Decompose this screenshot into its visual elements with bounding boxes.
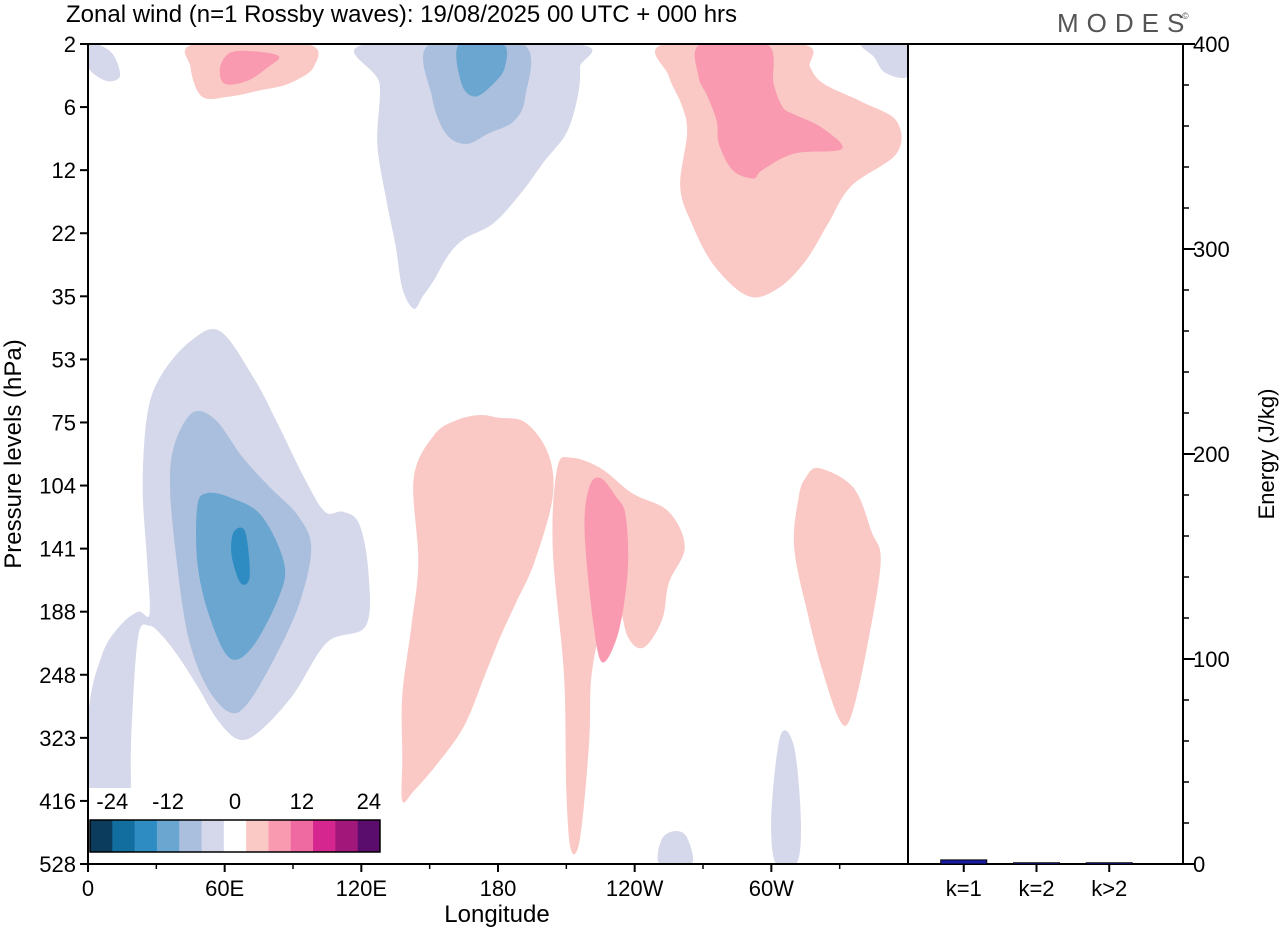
- longitude-tick-label: 120E: [336, 876, 387, 901]
- colorbar-swatch: [156, 820, 180, 852]
- longitude-tick-label: 180: [480, 876, 517, 901]
- pressure-tick-label: 75: [52, 410, 76, 435]
- energy-axis: 0 100 200 300 400: [1183, 32, 1230, 877]
- energy-axis-label: Energy (J/kg): [1254, 389, 1279, 520]
- pressure-tick-label: 188: [39, 600, 76, 625]
- pressure-tick-label: 416: [39, 789, 76, 814]
- contour-neg-east-small: [771, 730, 801, 864]
- y-axis-label: Pressure levels (hPa): [0, 339, 27, 568]
- brand-logo: MODES: [1057, 8, 1192, 38]
- contour-pos-mid-core: [584, 477, 629, 663]
- colorbar-label: -12: [152, 789, 184, 814]
- colorbar-swatch: [335, 820, 359, 852]
- pressure-tick-label: 104: [39, 474, 76, 499]
- contour-pos-east-strat-mid: [694, 44, 843, 179]
- chart-title: Zonal wind (n=1 Rossby waves): 19/08/202…: [66, 1, 737, 28]
- pressure-tick-label: 141: [39, 537, 76, 562]
- pressure-tick-label: 2: [64, 32, 76, 57]
- energy-tick-label: 300: [1193, 237, 1230, 262]
- energy-tick-label: 100: [1193, 647, 1230, 672]
- contour-pos-east-light: [793, 467, 881, 726]
- energy-tick-label: 200: [1193, 442, 1230, 467]
- colorbar-swatch: [134, 820, 158, 852]
- pressure-tick-label: 22: [52, 221, 76, 246]
- contour-pos-mid-light-1: [401, 414, 554, 803]
- contour-pos-mid-light-2: [552, 456, 685, 855]
- contour-neg-lower-core: [231, 527, 250, 585]
- longitude-tick-label: 120W: [606, 876, 664, 901]
- pressure-tick-label: 323: [39, 726, 76, 751]
- energy-bars: k=1 k=2 k>2: [940, 859, 1133, 901]
- colorbar-swatch: [246, 820, 269, 852]
- pressure-tick-label: 12: [52, 158, 76, 183]
- colorbar-swatch: [313, 820, 336, 852]
- contour-neg-edge-right-top: [861, 44, 908, 79]
- energy-category-label: k>2: [1091, 876, 1127, 901]
- colorbar-label: -24: [96, 789, 128, 814]
- contour-layer: [88, 44, 908, 864]
- colorbar-label: 24: [357, 789, 381, 814]
- energy-panel-frame: [907, 43, 1184, 865]
- pressure-tick-label: 35: [52, 284, 76, 309]
- colorbar-swatch: [290, 820, 314, 852]
- colorbar-label: 0: [229, 789, 241, 814]
- pressure-axis: 2 6 12 22 35 53 75 104 141 188 248 323 416 528: [39, 32, 88, 877]
- energy-tick-label: 0: [1193, 852, 1205, 877]
- contour-pos-top-left-mid: [219, 50, 280, 85]
- energy-category-label: k=2: [1018, 876, 1054, 901]
- colorbar-swatch: [223, 820, 247, 852]
- contour-neg-upper-strat-core: [456, 44, 508, 97]
- colorbar-swatch: [357, 820, 381, 852]
- colorbar-swatch: [268, 820, 292, 852]
- longitude-tick-label: 60E: [205, 876, 244, 901]
- contour-neg-edge-left-top: [88, 44, 121, 82]
- brand-copyright-mark: ©: [1182, 11, 1189, 21]
- contour-neg-bottom-small: [657, 830, 694, 864]
- contour-pos-east-strat-light: [655, 44, 902, 298]
- pressure-tick-label: 53: [52, 347, 76, 372]
- energy-bar-k=1: [940, 859, 988, 865]
- colorbar: -24 -12 0 12 24: [88, 788, 382, 864]
- pressure-tick-label: 248: [39, 663, 76, 688]
- pressure-tick-label: 6: [64, 95, 76, 120]
- colorbar-frame: [89, 819, 381, 853]
- colorbar-swatch: [201, 820, 225, 852]
- longitude-tick-label: 60W: [749, 876, 794, 901]
- longitude-tick-label: 0: [82, 876, 94, 901]
- colorbar-swatch: [179, 820, 203, 852]
- energy-category-label: k=1: [946, 876, 982, 901]
- x-axis-label: Longitude: [444, 901, 549, 928]
- pressure-tick-label: 528: [39, 852, 76, 877]
- contour-plot-area: [88, 44, 908, 864]
- colorbar-swatch: [90, 820, 113, 852]
- contour-neg-upper-strat-light: [354, 44, 593, 309]
- longitude-axis: 0 60E 120E 180 120W 60W: [82, 864, 841, 901]
- energy-tick-label: 400: [1193, 32, 1230, 57]
- colorbar-label: 12: [290, 789, 314, 814]
- colorbar-swatch: [112, 820, 136, 852]
